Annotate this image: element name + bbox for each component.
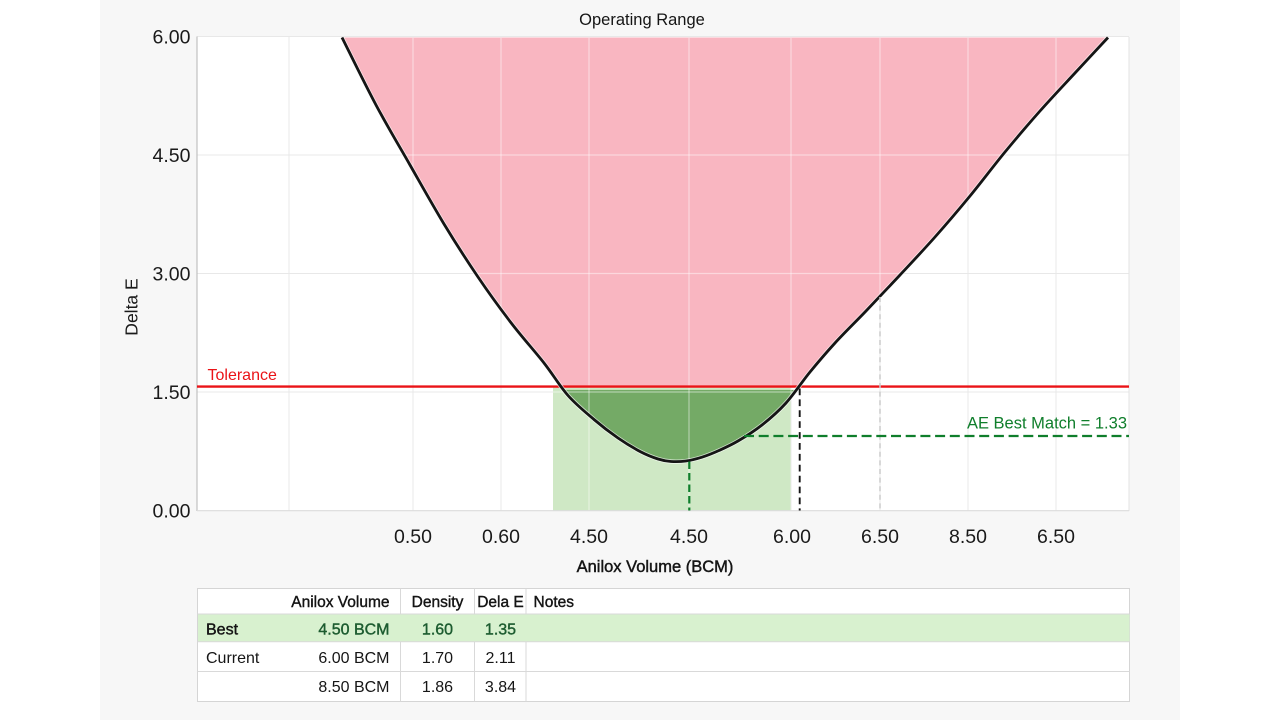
svg-text:8.50: 8.50	[949, 526, 987, 548]
svg-text:6.50: 6.50	[1037, 526, 1075, 548]
svg-text:4.50: 4.50	[570, 526, 608, 548]
svg-text:1.50: 1.50	[153, 382, 191, 404]
svg-text:1.35: 1.35	[485, 622, 516, 639]
svg-text:8.50 BCM: 8.50 BCM	[318, 679, 389, 696]
svg-text:Tolerance: Tolerance	[208, 367, 277, 384]
svg-text:1.86: 1.86	[422, 679, 453, 696]
svg-text:4.50 BCM: 4.50 BCM	[318, 622, 389, 639]
svg-text:4.50: 4.50	[670, 526, 708, 548]
svg-text:AE Best Match = 1.33: AE Best Match = 1.33	[967, 415, 1127, 433]
svg-text:0.00: 0.00	[153, 501, 191, 523]
svg-text:1.70: 1.70	[422, 650, 453, 667]
svg-text:Anilox Volume: Anilox Volume	[291, 594, 389, 611]
svg-text:3.84: 3.84	[485, 679, 516, 696]
svg-text:Dela E: Dela E	[477, 594, 524, 611]
svg-text:6.00 BCM: 6.00 BCM	[318, 650, 389, 667]
svg-text:0.60: 0.60	[482, 526, 520, 548]
svg-text:Best: Best	[206, 622, 239, 639]
svg-text:Delta E: Delta E	[122, 278, 142, 335]
svg-text:Anilox Volume (BCM): Anilox Volume (BCM)	[577, 558, 734, 576]
svg-text:6.00: 6.00	[773, 526, 811, 548]
svg-text:0.50: 0.50	[394, 526, 432, 548]
svg-text:2.11: 2.11	[486, 650, 516, 667]
svg-text:1.60: 1.60	[422, 622, 453, 639]
svg-text:4.50: 4.50	[153, 145, 191, 167]
svg-text:6.00: 6.00	[153, 27, 191, 49]
svg-text:Density: Density	[412, 594, 464, 611]
svg-text:Current: Current	[206, 650, 260, 667]
svg-text:3.00: 3.00	[153, 264, 191, 286]
svg-text:Notes: Notes	[534, 594, 575, 611]
svg-text:Operating Range: Operating Range	[579, 11, 705, 29]
svg-text:6.50: 6.50	[861, 526, 899, 548]
